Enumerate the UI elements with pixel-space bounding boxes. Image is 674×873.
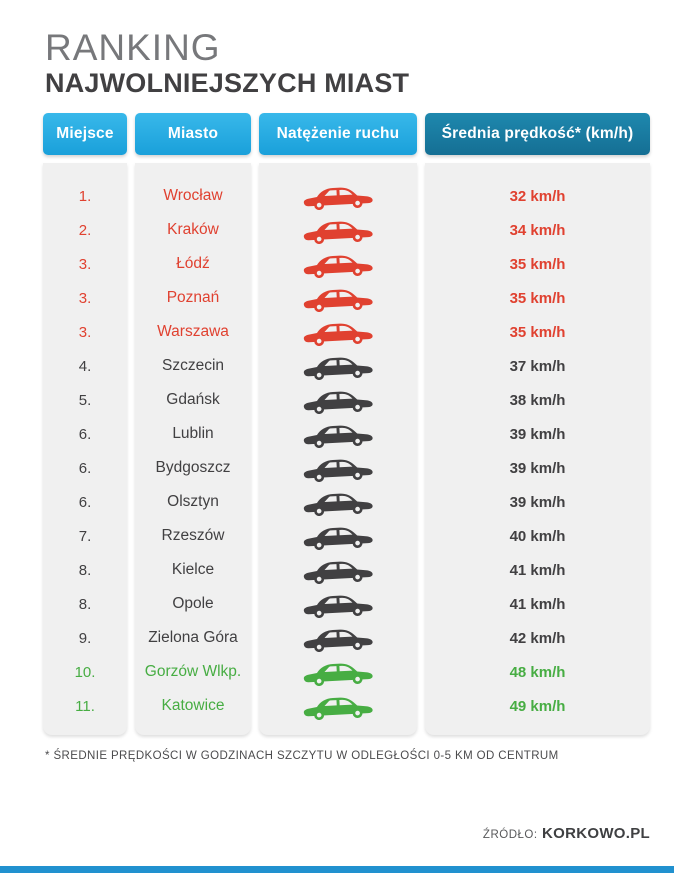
- speed-cell: 35 km/h: [509, 255, 566, 273]
- title-line-subtitle: NAJWOLNIEJSZYCH MIAST: [45, 68, 410, 98]
- speed-cell: 41 km/h: [509, 561, 566, 579]
- car-side-icon: [259, 587, 417, 621]
- car-side-icon: [259, 689, 417, 723]
- car-side-icon: [259, 349, 417, 383]
- city-cell: Rzeszów: [161, 527, 225, 544]
- city-cell: Katowice: [161, 697, 225, 714]
- speed-cell: 49 km/h: [509, 697, 566, 715]
- speed-cell: 32 km/h: [509, 187, 566, 205]
- header-miasto: Miasto: [135, 113, 251, 155]
- source-label: ŹRÓDŁO:: [482, 829, 538, 841]
- speed-cell: 42 km/h: [509, 629, 566, 647]
- city-cell: Wrocław: [163, 187, 223, 204]
- rank-cell: 11.: [75, 697, 95, 715]
- city-cell: Olsztyn: [167, 493, 219, 510]
- car-side-icon: [259, 281, 417, 315]
- table-header: Miejsce Miasto Natężenie ruchu Średnia p…: [43, 113, 650, 155]
- rank-cell: 6.: [78, 493, 92, 511]
- header-miejsce: Miejsce: [43, 113, 127, 155]
- speed-cell: 39 km/h: [509, 459, 566, 477]
- city-cell: Lublin: [172, 425, 214, 442]
- city-cell: Opole: [172, 595, 214, 612]
- source-attribution: ŹRÓDŁO: KORKOWO.PL: [483, 825, 650, 843]
- speed-cell: 39 km/h: [509, 493, 566, 511]
- page-title: RANKING NAJWOLNIEJSZYCH MIAST: [45, 27, 674, 99]
- header-natezenie-ruchu: Natężenie ruchu: [259, 113, 417, 155]
- ranking-table: 1. 2. 3. 3. 3. 4. 5. 6. 6. 6. 7. 8. 8. 9. 10. 11. Wrocł…: [43, 163, 650, 735]
- car-side-icon: [259, 621, 417, 655]
- city-cell: Łódź: [176, 255, 210, 272]
- car-side-icon: [259, 417, 417, 451]
- speed-cell: 40 km/h: [509, 527, 566, 545]
- car-side-icon: [259, 553, 417, 587]
- car-side-icon: [259, 519, 417, 553]
- car-side-icon: [259, 383, 417, 417]
- speed-cell: 37 km/h: [509, 357, 566, 375]
- speed-cell: 35 km/h: [509, 289, 566, 307]
- column-city: Wrocław Kraków Łódź Poznań Warszawa Szczecin G…: [135, 163, 251, 735]
- rank-cell: 3.: [78, 255, 92, 273]
- rank-cell: 10.: [74, 663, 96, 681]
- rank-cell: 9.: [78, 629, 92, 647]
- car-side-icon: [259, 315, 417, 349]
- rank-cell: 5.: [78, 391, 92, 409]
- source-value: KORKOWO.PL: [542, 825, 650, 842]
- city-cell: Bydgoszcz: [155, 459, 231, 476]
- rank-cell: 1.: [78, 187, 92, 205]
- car-side-icon: [259, 247, 417, 281]
- rank-cell: 6.: [78, 459, 92, 477]
- rank-cell: 2.: [78, 221, 92, 239]
- column-traffic: [259, 163, 417, 735]
- rank-cell: 6.: [78, 425, 92, 443]
- city-cell: Poznań: [166, 289, 220, 306]
- city-cell: Gorzów Wlkp.: [144, 663, 242, 680]
- car-side-icon: [259, 213, 417, 247]
- column-place: 1. 2. 3. 3. 3. 4. 5. 6. 6. 6. 7. 8. 8. 9. 10. 11.: [43, 163, 127, 735]
- speed-cell: 38 km/h: [509, 391, 566, 409]
- speed-cell: 41 km/h: [509, 595, 566, 613]
- city-cell: Warszawa: [157, 323, 229, 340]
- rank-cell: 8.: [78, 595, 92, 613]
- city-cell: Gdańsk: [166, 391, 220, 408]
- speed-cell: 48 km/h: [509, 663, 566, 681]
- speed-cell: 39 km/h: [509, 425, 566, 443]
- rank-cell: 3.: [78, 289, 92, 307]
- rank-cell: 7.: [78, 527, 92, 545]
- city-cell: Zielona Góra: [148, 629, 238, 646]
- header-srednia-predkosc: Średnia prędkość* (km/h): [425, 113, 650, 155]
- rank-cell: 8.: [78, 561, 92, 579]
- speed-cell: 34 km/h: [509, 221, 566, 239]
- city-cell: Szczecin: [161, 357, 225, 374]
- title-line-ranking: RANKING: [45, 27, 221, 68]
- city-cell: Kielce: [171, 561, 215, 578]
- rank-cell: 3.: [78, 323, 92, 341]
- car-side-icon: [259, 179, 417, 213]
- column-speed: 32 km/h 34 km/h 35 km/h 35 km/h 35 km/h 37 km…: [425, 163, 650, 735]
- bottom-accent-bar: [0, 866, 674, 873]
- car-side-icon: [259, 655, 417, 689]
- car-side-icon: [259, 451, 417, 485]
- car-side-icon: [259, 485, 417, 519]
- speed-cell: 35 km/h: [509, 323, 566, 341]
- rank-cell: 4.: [78, 357, 92, 375]
- footnote: * ŚREDNIE PRĘDKOŚCI W GODZINACH SZCZYTU …: [45, 750, 559, 762]
- city-cell: Kraków: [167, 221, 219, 238]
